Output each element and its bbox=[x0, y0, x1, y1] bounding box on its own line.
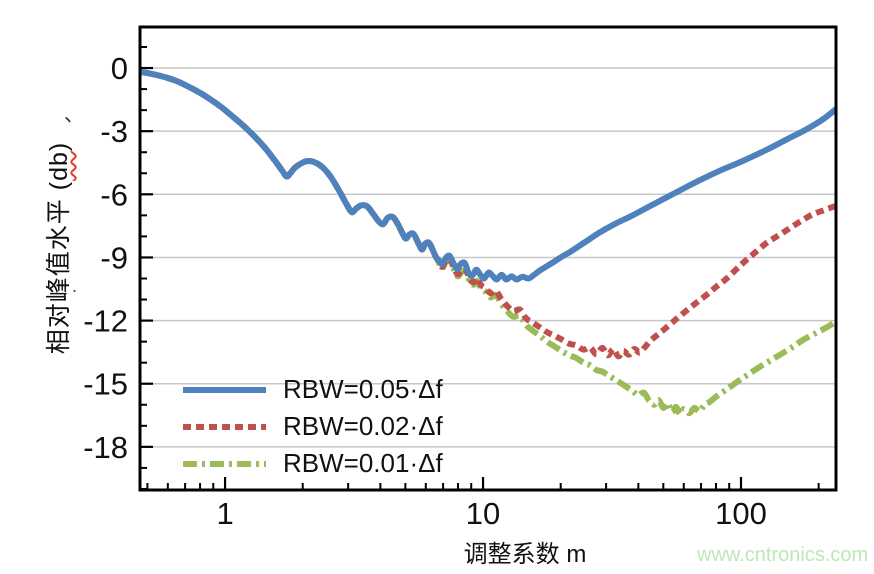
legend-item-rbw-002: RBW=0.02·Δf bbox=[183, 408, 443, 445]
y-tick-label: -15 bbox=[83, 367, 128, 402]
legend-label: RBW=0.05·Δf bbox=[283, 374, 443, 404]
legend-item-rbw-001: RBW=0.01·Δf bbox=[183, 445, 443, 482]
legend-swatch-dashed-icon bbox=[183, 423, 266, 430]
watermark: www.cntronics.com bbox=[697, 544, 869, 566]
y-tick-label: -3 bbox=[100, 114, 128, 149]
y-axis-title-text: 相对峰值水平 ( bbox=[45, 180, 73, 355]
y-axis-title-suffix: ) bbox=[45, 141, 73, 152]
y-tick-label: -12 bbox=[83, 304, 128, 339]
legend-label: RBW=0.01·Δf bbox=[283, 448, 443, 478]
y-tick-label: -9 bbox=[100, 240, 128, 275]
y-tick-label: -18 bbox=[83, 430, 128, 465]
x-axis-title: 调整系数 m bbox=[463, 541, 587, 568]
legend-swatch-dashdot-icon bbox=[183, 460, 266, 467]
stray-mark: . bbox=[72, 276, 78, 296]
x-tick-label: 10 bbox=[466, 496, 500, 531]
legend-item-rbw-005: RBW=0.05·Δf bbox=[183, 371, 443, 408]
legend: RBW=0.05·Δf RBW=0.02·Δf RBW=0.01·Δf bbox=[183, 371, 443, 482]
stray-mark: 、 bbox=[64, 104, 84, 126]
legend-label: RBW=0.02·Δf bbox=[283, 411, 443, 441]
x-tick-label: 1 bbox=[216, 496, 233, 531]
y-tick-label: 0 bbox=[111, 51, 128, 86]
legend-swatch-solid-icon bbox=[183, 386, 266, 393]
curve-RBW=0.02·Δf bbox=[139, 68, 837, 360]
curve-RBW=0.05·Δf bbox=[139, 68, 837, 283]
y-axis-title: 相对峰值水平 (db) bbox=[39, 142, 75, 354]
x-tick-label: 100 bbox=[715, 496, 767, 531]
plot-frame bbox=[138, 25, 838, 492]
y-axis-unit: db bbox=[45, 151, 73, 181]
y-tick-label: -6 bbox=[100, 177, 128, 212]
